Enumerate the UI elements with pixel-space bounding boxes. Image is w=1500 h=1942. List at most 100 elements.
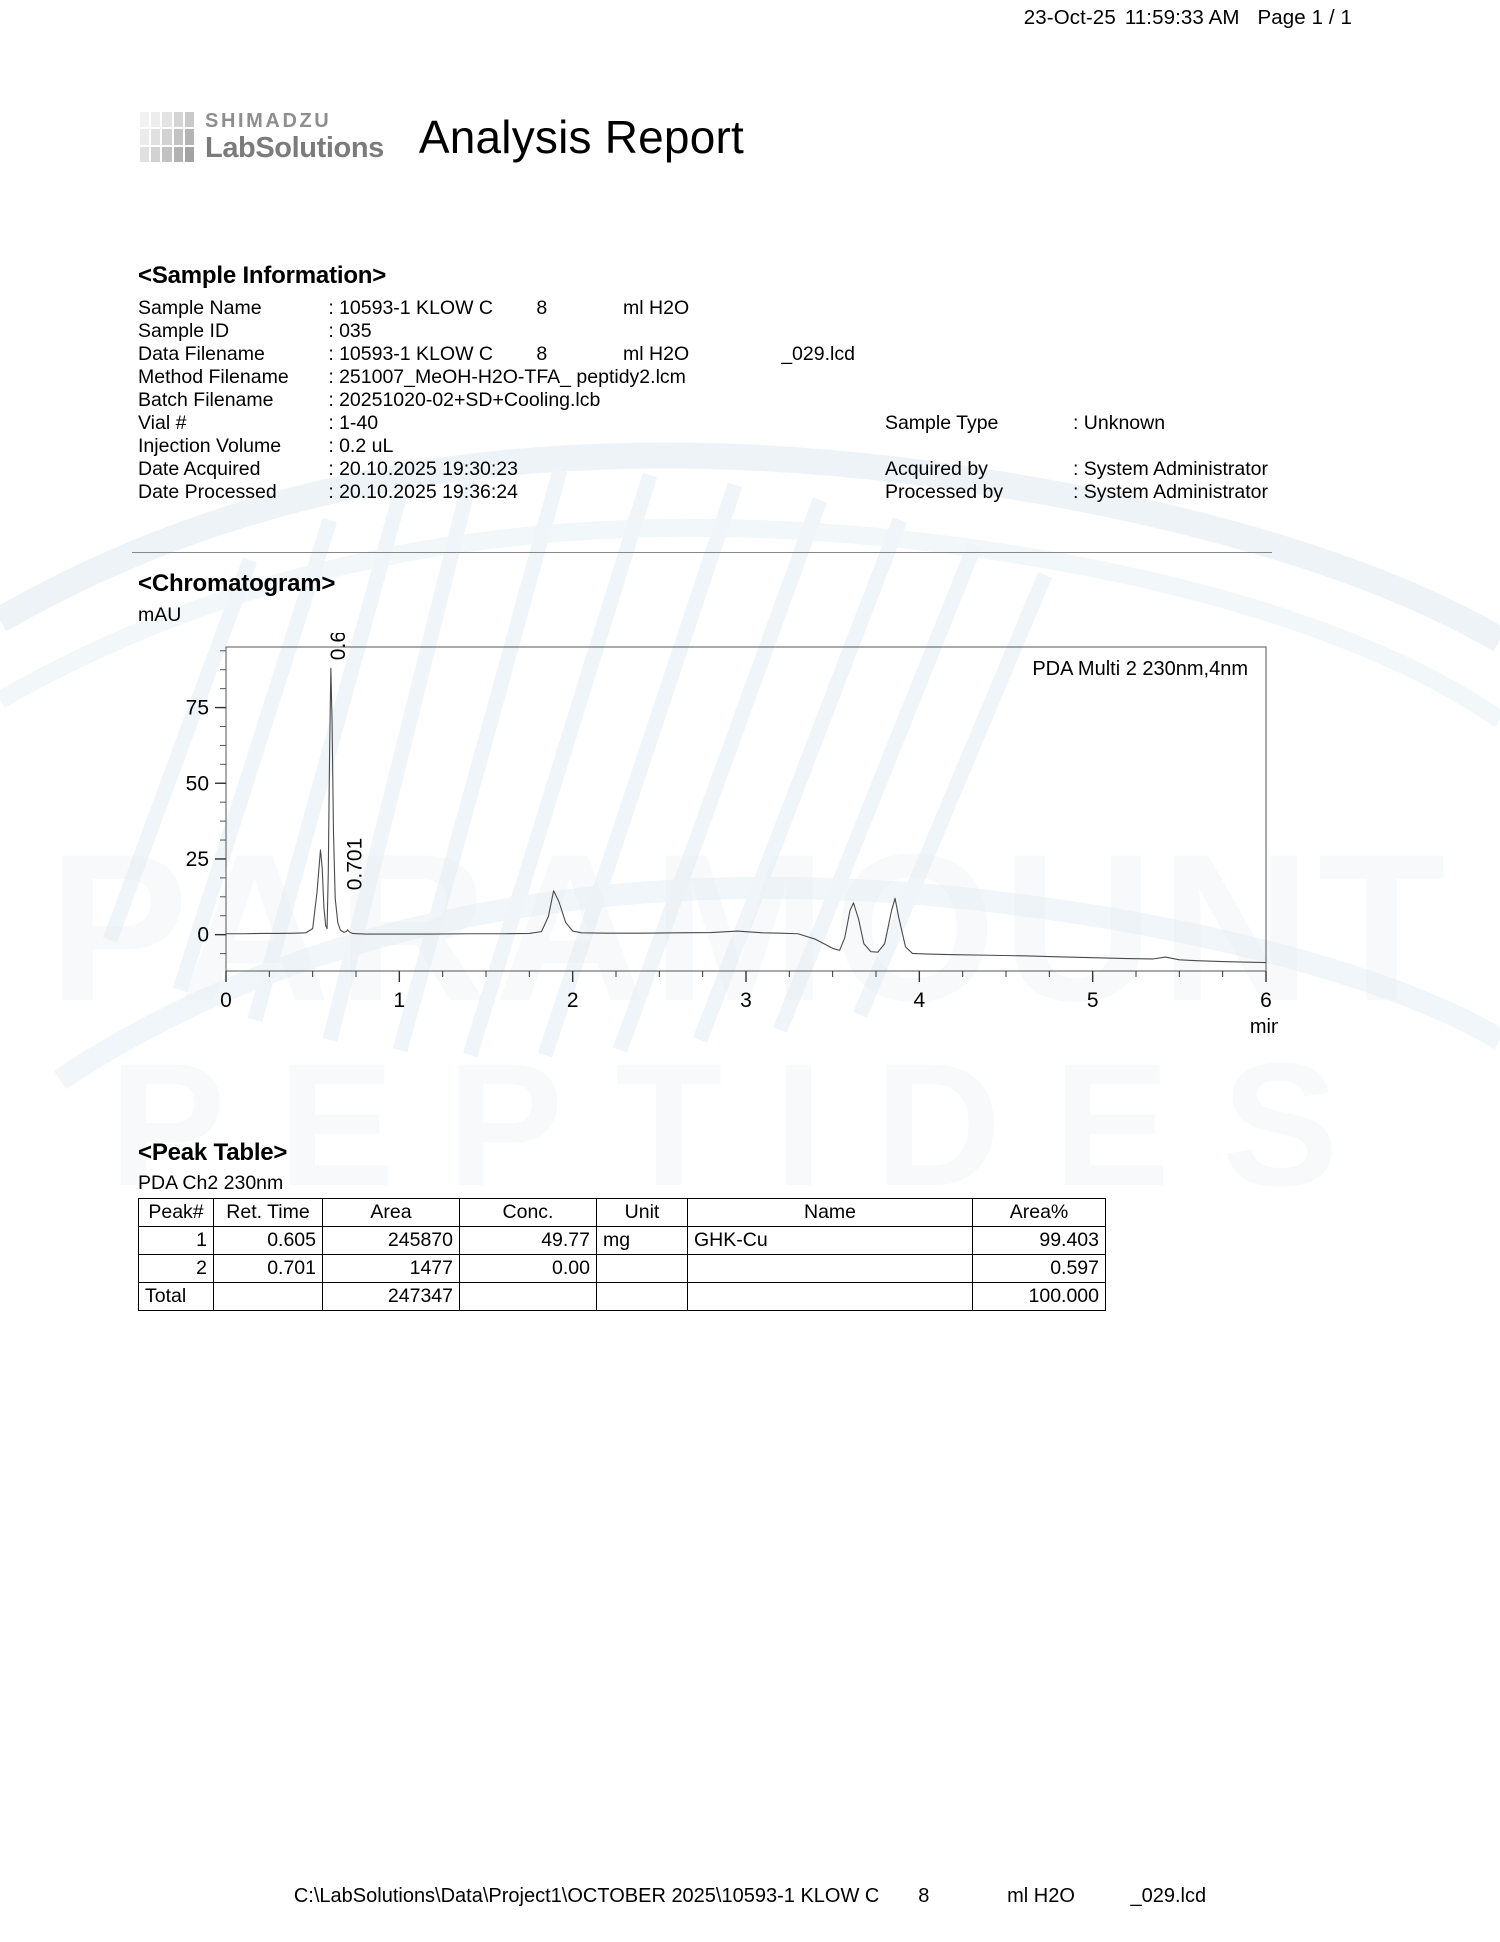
sample-info-label: Sample ID bbox=[138, 320, 230, 342]
peak-table-col-peak: Peak# bbox=[138, 1198, 214, 1227]
sample-info-label-2 bbox=[855, 322, 1073, 345]
sample-info-label-2 bbox=[855, 299, 1073, 322]
x-axis-tick-label: 6 bbox=[1260, 989, 1272, 1012]
sample-info-colon-2 bbox=[1073, 437, 1084, 460]
cell-conc: 49.77 bbox=[459, 1226, 597, 1255]
sample-info-label-2 bbox=[855, 437, 1073, 460]
sample-info-colon: : bbox=[328, 320, 334, 342]
sample-info-colon-2 bbox=[1073, 299, 1084, 322]
chromatogram-heading: <Chromatogram> bbox=[138, 570, 336, 597]
cell-unit bbox=[596, 1254, 688, 1283]
sample-info-label: Sample Name bbox=[138, 297, 262, 319]
sample-info-value-2 bbox=[1084, 368, 1268, 391]
sample-info-value: 20.10.2025 19:36:24 bbox=[339, 481, 518, 503]
sample-info-label: Method Filename bbox=[138, 366, 289, 388]
sample-info-row: Vial # : 1-40 Sample Type : Unknown bbox=[138, 412, 1268, 437]
cell-areapct: 99.403 bbox=[972, 1226, 1106, 1255]
sample-info-value-2 bbox=[1084, 299, 1268, 322]
chromatogram-trace bbox=[226, 667, 1267, 964]
peak-table-col-area: Area bbox=[322, 1198, 460, 1227]
sample-info-value-2 bbox=[1084, 437, 1268, 460]
cell-name bbox=[687, 1254, 973, 1283]
cell-total-name bbox=[687, 1282, 973, 1311]
peak-table-col-name: Name bbox=[687, 1198, 973, 1227]
chromatogram-section: <Chromatogram> mAU 0 25 50 75 0 1 2 3 4 5 6 min PDA … bbox=[138, 570, 1318, 1033]
sample-information-table: Sample Name : 10593-1 KLOW C 8 ml H2O Sa… bbox=[138, 297, 1268, 506]
sample-info-label: Batch Filename bbox=[138, 389, 274, 411]
cell-area: 1477 bbox=[322, 1254, 460, 1283]
cell-total-rettime bbox=[213, 1282, 323, 1311]
x-axis-tick-label: 2 bbox=[567, 989, 579, 1012]
sample-info-label-2: Sample Type bbox=[884, 412, 999, 434]
peak-annotation-label: 0.701 bbox=[344, 838, 367, 891]
peak-table: Peak# Ret. Time Area Conc. Unit Name Are… bbox=[138, 1198, 1106, 1311]
sample-info-value: 10593-1 KLOW C 8 ml H2O bbox=[339, 297, 690, 319]
logo-product-text: LabSolutions bbox=[205, 132, 384, 164]
cell-areapct: 0.597 bbox=[972, 1254, 1106, 1283]
sample-info-colon: : bbox=[328, 389, 334, 411]
peak-table-col-areapct: Area% bbox=[972, 1198, 1106, 1227]
sample-info-row: Data Filename : 10593-1 KLOW C 8 ml H2O … bbox=[138, 343, 1268, 368]
table-row-total: Total 247347 100.000 bbox=[138, 1282, 1106, 1311]
sample-info-value-2: Unknown bbox=[1083, 412, 1166, 434]
peak-table-section: <Peak Table> PDA Ch2 230nm Peak# Ret. Ti… bbox=[138, 1139, 1106, 1311]
cell-name: GHK-Cu bbox=[687, 1226, 973, 1255]
peak-table-channel: PDA Ch2 230nm bbox=[138, 1172, 284, 1194]
sample-info-value-2: System Administrator bbox=[1083, 481, 1268, 503]
peak-table-col-unit: Unit bbox=[596, 1198, 688, 1227]
sample-info-colon-2: : bbox=[1073, 481, 1079, 503]
page-footer-path: C:\LabSolutions\Data\Project1\OCTOBER 20… bbox=[293, 1885, 1207, 1907]
cell-rettime: 0.701 bbox=[213, 1254, 323, 1283]
y-axis-tick-label: 75 bbox=[186, 697, 209, 720]
y-axis-tick-label: 25 bbox=[186, 848, 209, 871]
sample-info-label: Vial # bbox=[138, 412, 187, 434]
sample-info-row: Sample Name : 10593-1 KLOW C 8 ml H2O bbox=[138, 297, 1268, 322]
sample-info-label: Date Acquired bbox=[138, 458, 261, 480]
sample-information-section: <Sample Information> Sample Name : 10593… bbox=[138, 262, 1268, 506]
chromatogram-y-unit: mAU bbox=[138, 604, 182, 626]
cell-total-conc bbox=[459, 1282, 597, 1311]
sample-info-row: Date Processed : 20.10.2025 19:36:24 Pro… bbox=[138, 481, 1268, 506]
sample-info-value: 0.2 uL bbox=[339, 435, 394, 457]
y-axis-tick-label: 0 bbox=[197, 924, 209, 947]
cell-peak: 2 bbox=[138, 1254, 214, 1283]
peak-table-heading: <Peak Table> bbox=[138, 1139, 288, 1166]
cell-area: 245870 bbox=[322, 1226, 460, 1255]
cell-peak: 1 bbox=[138, 1226, 214, 1255]
x-axis-tick-label: 1 bbox=[393, 989, 405, 1012]
sample-info-row: Date Acquired : 20.10.2025 19:30:23 Acqu… bbox=[138, 458, 1268, 483]
x-axis-unit-label: min bbox=[1250, 1016, 1278, 1033]
sample-info-colon-2: : bbox=[1073, 458, 1079, 480]
sample-info-value-2 bbox=[1084, 322, 1268, 345]
cell-total-area: 247347 bbox=[322, 1282, 460, 1311]
y-axis-tick-label: 50 bbox=[186, 772, 209, 795]
peak-table-col-conc: Conc. bbox=[459, 1198, 597, 1227]
header-time: 11:59:33 AM bbox=[1124, 6, 1240, 29]
page-header: 23-Oct-25 11:59:33 AM Page 1 / 1 bbox=[1024, 6, 1352, 30]
sample-info-label: Data Filename bbox=[138, 343, 265, 365]
sample-info-value: 035 bbox=[339, 320, 372, 342]
detector-legend-label: PDA Multi 2 230nm,4nm bbox=[1032, 658, 1248, 680]
sample-information-heading: <Sample Information> bbox=[138, 262, 387, 289]
chromatogram-plot: 0 25 50 75 0 1 2 3 4 5 6 min PDA Multi 2 230nm,4nm 0.… bbox=[138, 633, 1278, 1033]
x-axis-tick-label: 5 bbox=[1087, 989, 1099, 1012]
sample-info-colon-2 bbox=[1073, 391, 1084, 414]
shimadzu-grid-icon bbox=[140, 112, 194, 162]
sample-info-colon: : bbox=[328, 412, 334, 434]
plot-frame bbox=[225, 646, 1267, 972]
report-title-row: SHIMADZU LabSolutions Analysis Report bbox=[140, 110, 744, 164]
sample-info-colon: : bbox=[328, 297, 334, 319]
logo-vendor-text: SHIMADZU bbox=[205, 110, 332, 132]
x-axis-tick-label: 4 bbox=[913, 989, 925, 1012]
chromatogram-svg: 0 25 50 75 0 1 2 3 4 5 6 min PDA Multi 2 230nm,4nm 0.… bbox=[186, 633, 1278, 1033]
sample-info-label: Date Processed bbox=[138, 481, 277, 503]
sample-info-value: 251007_MeOH-H2O-TFA_ peptidy2.lcm bbox=[339, 366, 686, 388]
cell-conc: 0.00 bbox=[459, 1254, 597, 1283]
sample-info-value-2 bbox=[1084, 391, 1268, 414]
sample-info-value-2 bbox=[1084, 345, 1268, 368]
cell-total-areapct: 100.000 bbox=[972, 1282, 1106, 1311]
peak-annotation-label: 0.605 bbox=[327, 633, 350, 660]
cell-total-label: Total bbox=[138, 1282, 214, 1311]
sample-info-colon-2 bbox=[1073, 322, 1084, 345]
